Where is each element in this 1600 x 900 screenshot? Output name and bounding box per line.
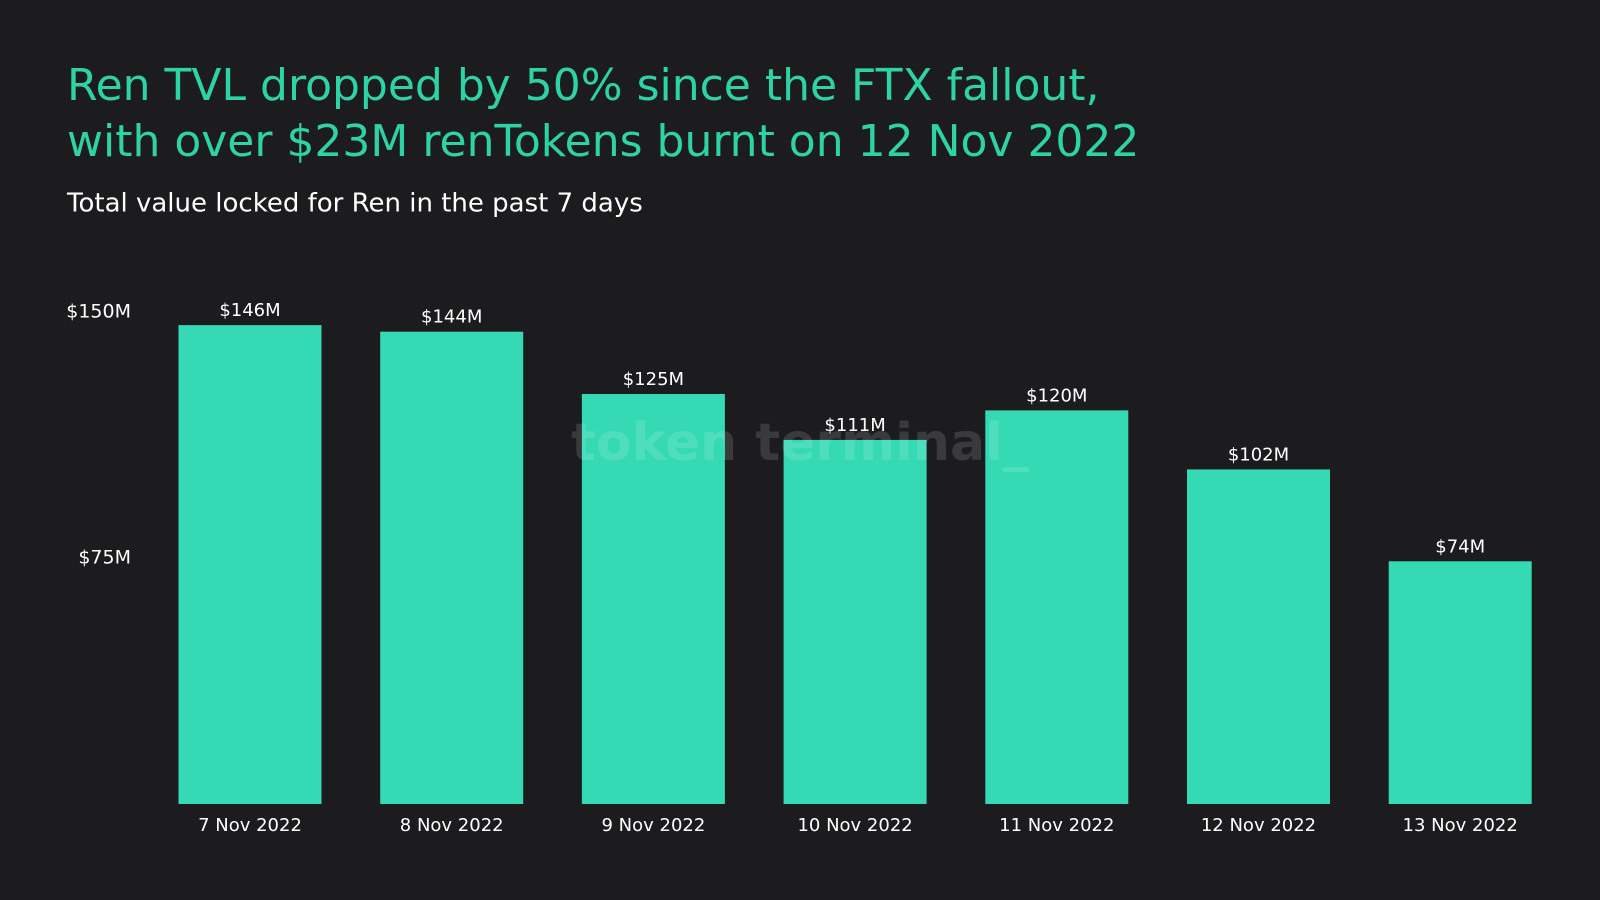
y-tick-label: $150M — [66, 301, 131, 323]
value-label: $146M — [219, 300, 280, 321]
watermark: token terminal_ — [571, 413, 1029, 473]
chart-title: with over $23M renTokens burnt on 12 Nov… — [67, 116, 1139, 167]
bar — [1187, 469, 1330, 804]
x-tick-label: 10 Nov 2022 — [797, 815, 912, 836]
bar — [783, 439, 927, 804]
value-label: $102M — [1228, 444, 1289, 465]
x-tick-label: 12 Nov 2022 — [1201, 815, 1316, 836]
value-label: $125M — [623, 369, 684, 390]
chart-subtitle: Total value locked for Ren in the past 7… — [66, 189, 643, 219]
x-tick-label: 11 Nov 2022 — [999, 815, 1114, 836]
chart-title: Ren TVL dropped by 50% since the FTX fal… — [67, 60, 1100, 111]
bar — [1388, 561, 1532, 804]
value-label: $144M — [421, 307, 482, 328]
x-tick-label: 8 Nov 2022 — [400, 815, 504, 836]
bar — [985, 410, 1129, 804]
x-tick-label: 7 Nov 2022 — [198, 815, 302, 836]
value-label: $74M — [1435, 536, 1485, 557]
y-tick-label: $75M — [78, 547, 131, 569]
value-label: $111M — [824, 415, 885, 436]
bar — [380, 331, 524, 804]
bar — [178, 325, 322, 804]
x-tick-label: 13 Nov 2022 — [1403, 815, 1518, 836]
bar — [581, 394, 725, 804]
value-label: $120M — [1026, 385, 1087, 406]
x-tick-label: 9 Nov 2022 — [601, 815, 705, 836]
